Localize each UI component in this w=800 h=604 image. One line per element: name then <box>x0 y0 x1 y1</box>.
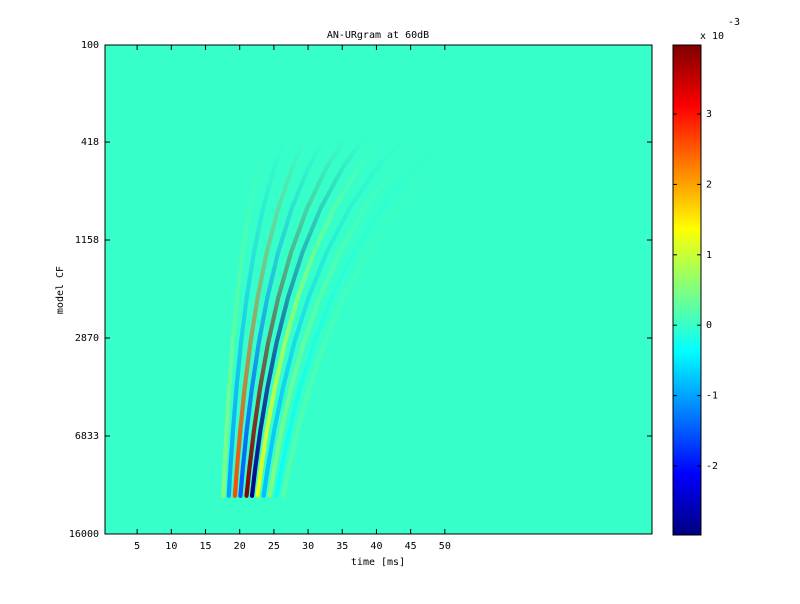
y-tick-label: 2870 <box>75 333 99 344</box>
x-tick-label: 30 <box>302 541 314 552</box>
stripe <box>249 136 366 498</box>
x-tick-label: 35 <box>336 541 348 552</box>
colorbar-tick-label: 2 <box>706 179 712 190</box>
x-tick-label: 15 <box>199 541 211 552</box>
stripe <box>274 136 450 498</box>
y-tick-label: 6833 <box>75 431 99 442</box>
x-tick-label: 50 <box>439 541 451 552</box>
x-tick-label: 5 <box>134 541 140 552</box>
x-tick-label: 40 <box>370 541 382 552</box>
stripe <box>281 136 473 498</box>
chart-title: AN-URgram at 60dB <box>327 30 429 41</box>
x-tick-label: 20 <box>234 541 246 552</box>
stripe <box>226 136 287 498</box>
colorbar-label: x 10 <box>700 31 724 42</box>
colorbar-exponent: -3 <box>728 17 740 28</box>
colorbar <box>672 44 702 536</box>
y-tick-label: 418 <box>81 137 99 148</box>
stripe <box>244 136 348 498</box>
stripe <box>232 136 308 498</box>
stripe <box>221 136 268 498</box>
y-axis-label: model CF <box>55 266 66 314</box>
x-tick-label: 25 <box>268 541 280 552</box>
stripe <box>255 136 385 498</box>
stripe <box>267 136 427 498</box>
plot-frame <box>104 44 653 535</box>
colorbar-tick-label: -2 <box>706 461 718 472</box>
y-tick-label: 1158 <box>75 235 99 246</box>
colorbar-tick-label: 3 <box>706 109 712 120</box>
x-tick-label: 45 <box>405 541 417 552</box>
y-tick-label: 16000 <box>69 529 99 540</box>
x-tick-label: 10 <box>165 541 177 552</box>
colorbar-tick-label: -1 <box>706 391 718 402</box>
colorbar-tick-label: 0 <box>706 320 712 331</box>
stripe <box>238 136 327 498</box>
heatmap-background <box>105 45 652 534</box>
x-axis-label: time [ms] <box>351 557 405 568</box>
colorbar-tick-label: 1 <box>706 250 712 261</box>
y-tick-label: 100 <box>81 40 99 51</box>
stripe <box>261 136 406 498</box>
